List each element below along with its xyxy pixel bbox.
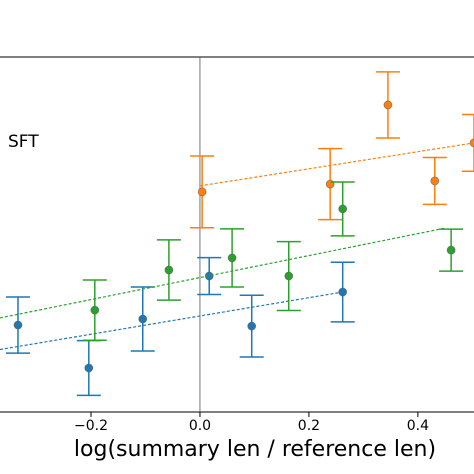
point (247, 321, 257, 331)
point (338, 204, 348, 214)
x-tick-label: 0.2 (298, 418, 320, 434)
point (469, 138, 474, 148)
point (90, 305, 100, 315)
point (284, 271, 294, 281)
point (164, 265, 174, 275)
x-tick-label: 0.0 (189, 418, 211, 434)
point (204, 271, 214, 281)
x-tick-label: 0.4 (407, 418, 429, 434)
point (138, 314, 148, 324)
point (430, 176, 440, 186)
point (84, 363, 94, 373)
trend-line (0, 227, 446, 319)
plot-area (0, 57, 474, 412)
point (197, 187, 207, 197)
error-bar (462, 113, 474, 173)
point (446, 245, 456, 255)
trend-line (0, 291, 343, 351)
trend-line (199, 142, 474, 187)
point (227, 253, 237, 263)
x-tick-label: −0.2 (74, 418, 108, 434)
legend-label: SFT (8, 132, 39, 152)
point (13, 320, 23, 330)
x-axis-label: log(summary len / reference len) (74, 437, 436, 462)
point (383, 100, 393, 110)
point (338, 287, 348, 297)
